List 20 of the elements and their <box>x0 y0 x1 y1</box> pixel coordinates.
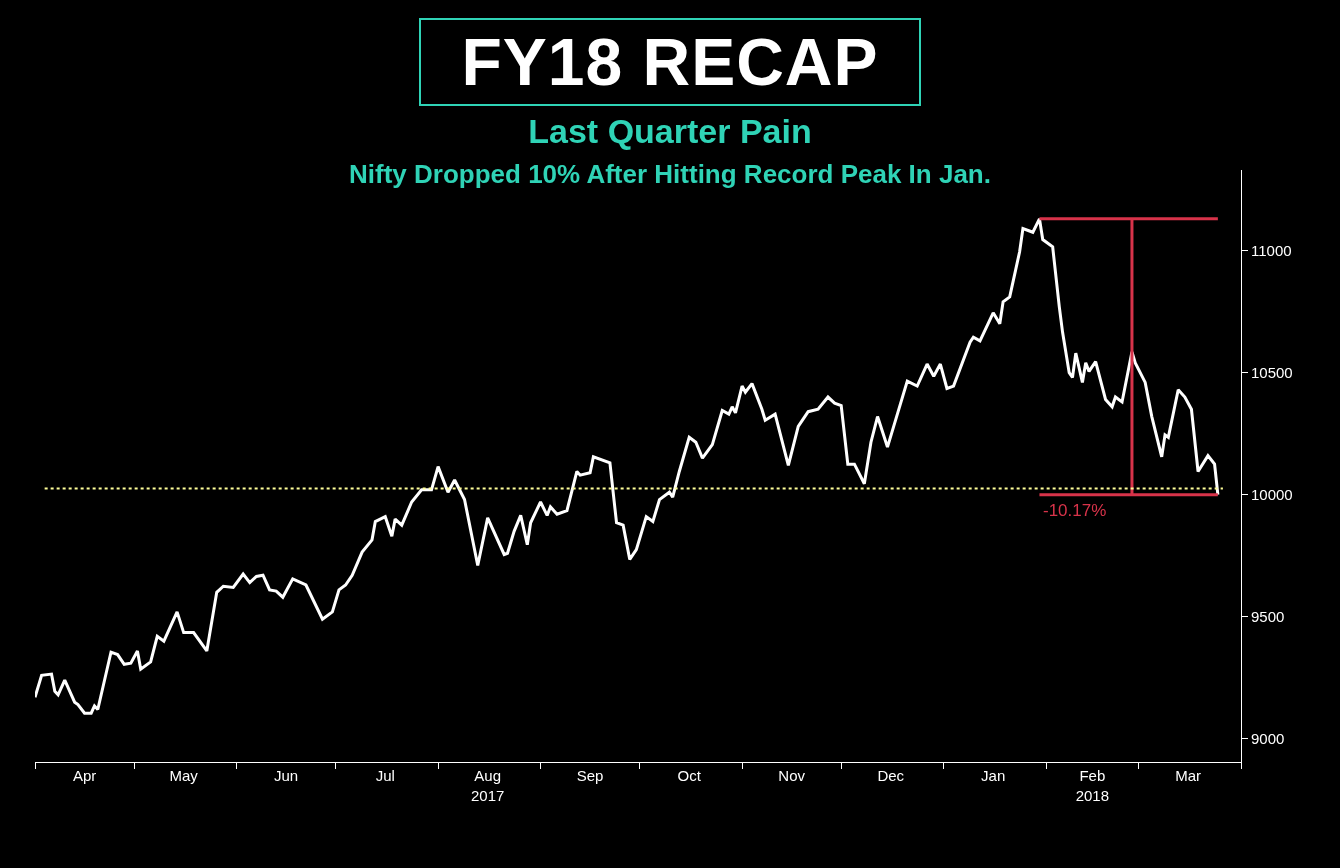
x-tick-label: Nov <box>778 767 806 784</box>
chart-title: FY18 RECAP <box>419 18 921 106</box>
x-tick-label: Feb 2018 <box>1075 767 1110 804</box>
y-tick-label: 9000 <box>1251 730 1285 748</box>
x-tick-label: May <box>169 767 199 784</box>
chart-subtitle: Last Quarter Pain Nifty Dropped 10% After Hitting Record Peak In Jan. <box>348 112 992 190</box>
x-tick-label: Sep <box>576 767 604 784</box>
x-tick-label: Aug 2017 <box>470 767 505 804</box>
x-tick-label: Jan <box>981 767 1006 784</box>
x-tick-label: Dec <box>877 767 905 784</box>
y-tick-label: 11000 <box>1251 241 1292 259</box>
x-tick-label: Oct <box>677 767 702 784</box>
x-tick-label: Jun <box>274 767 299 784</box>
x-tick-label: Mar <box>1175 767 1202 784</box>
x-tick-label: Apr <box>72 767 97 784</box>
y-tick-label: 10500 <box>1251 363 1293 381</box>
y-tick-label: 10000 <box>1251 485 1293 503</box>
annotation: -10.17% <box>1043 501 1107 520</box>
x-tick-label: Jul <box>375 767 395 784</box>
y-tick-label: 9500 <box>1251 608 1285 625</box>
